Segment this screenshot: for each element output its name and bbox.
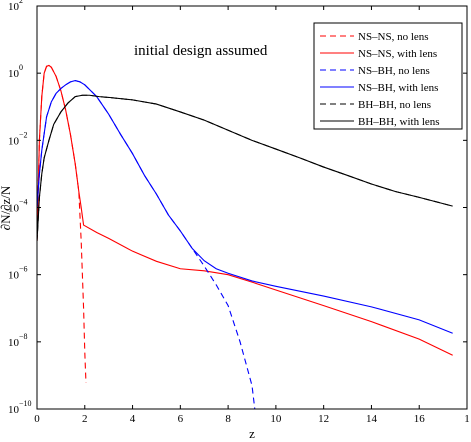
y-tick-exponent: −2	[19, 130, 28, 139]
annotation: initial design assumed	[134, 43, 268, 59]
series-line-2	[37, 64, 453, 356]
y-tick-label: 10−6	[8, 265, 28, 282]
y-tick-base: 10	[8, 135, 20, 147]
x-tick-label: 10	[270, 413, 282, 425]
y-tick-exponent: 2	[19, 0, 23, 5]
series-line-4	[37, 80, 453, 334]
x-tick-label: 12	[318, 413, 329, 425]
y-tick-base: 10	[8, 270, 20, 282]
y-tick-exponent: −10	[19, 399, 32, 408]
y-tick-base: 10	[8, 337, 20, 349]
series-line-6	[37, 94, 453, 242]
x-tick-label: 1	[464, 413, 470, 425]
x-tick-label: 6	[178, 413, 184, 425]
x-tick-label: 16	[414, 413, 426, 425]
y-tick-label: 10−10	[8, 399, 32, 416]
x-tick-label: 8	[225, 413, 231, 425]
x-tick-label: 0	[34, 413, 40, 425]
y-tick-label: 102	[8, 0, 23, 13]
y-tick-label: 100	[8, 63, 23, 80]
y-tick-label: 10−8	[8, 332, 28, 349]
legend-label: BH–BH, no lens	[358, 99, 431, 111]
y-tick-label: 10−4	[8, 198, 28, 215]
legend-label: BH–BH, with lens	[358, 116, 440, 128]
legend-label: NS–BH, with lens	[358, 82, 438, 94]
legend: NS–NS, no lens NS–NS, with lens NS–BH, no …	[313, 22, 463, 130]
legend-box	[313, 22, 463, 130]
legend-label: NS–NS, no lens	[358, 31, 429, 43]
x-tick-label: 14	[366, 413, 378, 425]
x-tick-label: 2	[82, 413, 88, 425]
y-tick-exponent: 0	[19, 63, 23, 72]
x-tick-label: 4	[130, 413, 136, 425]
y-tick-exponent: −6	[19, 265, 28, 274]
y-axis-title: ∂N/∂z/N	[0, 185, 13, 230]
legend-label: NS–BH, no lens	[358, 65, 430, 77]
y-tick-base: 10	[8, 68, 20, 80]
legend-label: NS–NS, with lens	[358, 48, 437, 60]
x-axis-title: z	[249, 426, 255, 441]
y-tick-label: 10−2	[8, 130, 28, 147]
y-tick-exponent: −4	[19, 198, 28, 207]
y-tick-base: 10	[8, 203, 20, 215]
y-tick-base: 10	[8, 404, 20, 416]
y-tick-base: 10	[8, 1, 20, 13]
y-tick-exponent: −8	[19, 332, 28, 341]
